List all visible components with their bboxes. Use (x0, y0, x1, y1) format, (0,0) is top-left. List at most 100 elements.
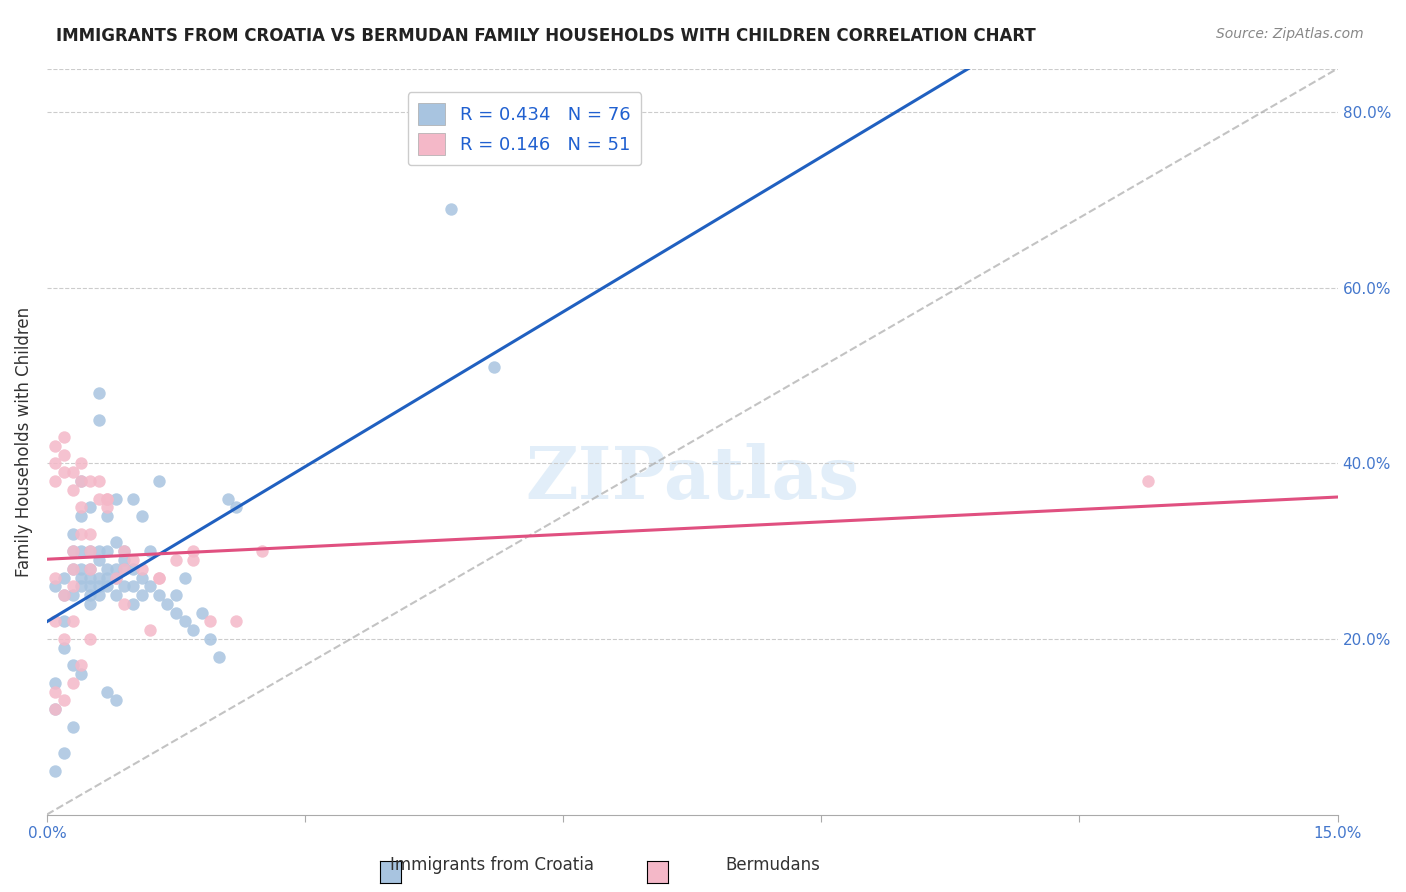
Point (44, 457, 66, 471)
Point (484, 359, 506, 374)
Point (165, 553, 187, 567)
Point (112, 562, 135, 576)
Point (191, 606, 214, 620)
Point (79, 632, 101, 646)
Point (53, 448, 76, 462)
Point (79, 597, 101, 611)
Point (79, 500, 101, 515)
Point (53, 570, 76, 584)
Point (53, 632, 76, 646)
Point (87, 553, 110, 567)
Point (200, 615, 222, 629)
Text: IMMIGRANTS FROM CROATIA VS BERMUDAN FAMILY HOUSEHOLDS WITH CHILDREN CORRELATION : IMMIGRANTS FROM CROATIA VS BERMUDAN FAMI… (56, 27, 1036, 45)
Point (96, 684, 118, 698)
Point (44, 474, 66, 488)
Legend: R = 0.434   N = 76, R = 0.146   N = 51: R = 0.434 N = 76, R = 0.146 N = 51 (408, 93, 641, 165)
Point (96, 491, 118, 506)
Point (440, 202, 463, 216)
Point (70, 526, 93, 541)
Point (44, 570, 66, 584)
Point (62, 544, 84, 558)
Point (53, 746, 76, 760)
Point (96, 509, 118, 524)
Point (79, 579, 101, 593)
Point (44, 684, 66, 698)
Point (131, 509, 153, 524)
Point (96, 579, 118, 593)
Point (1137, 474, 1160, 488)
Point (70, 570, 93, 584)
Text: Source: ZipAtlas.com: Source: ZipAtlas.com (1216, 27, 1364, 41)
Point (70, 579, 93, 593)
Point (104, 562, 127, 576)
Point (70, 658, 93, 673)
Point (70, 667, 93, 681)
Point (96, 570, 118, 584)
Point (87, 579, 110, 593)
Point (44, 439, 66, 453)
Point (139, 544, 162, 558)
Point (96, 562, 118, 576)
Point (44, 615, 66, 629)
Point (62, 676, 84, 690)
Point (87, 544, 110, 558)
Point (122, 597, 145, 611)
Point (217, 491, 239, 506)
Point (70, 474, 93, 488)
Point (181, 544, 204, 558)
Point (62, 562, 84, 576)
Point (104, 588, 127, 602)
Point (112, 544, 135, 558)
Point (173, 570, 195, 584)
Point (62, 588, 84, 602)
Point (79, 562, 101, 576)
Point (200, 632, 222, 646)
Point (148, 570, 170, 584)
Point (122, 562, 145, 576)
Point (62, 526, 84, 541)
Point (112, 597, 135, 611)
Point (96, 491, 118, 506)
Point (70, 500, 93, 515)
Point (122, 553, 145, 567)
Point (53, 588, 76, 602)
Point (87, 491, 110, 506)
Point (104, 693, 127, 707)
Point (53, 615, 76, 629)
Point (53, 588, 76, 602)
Point (53, 693, 76, 707)
Point (225, 500, 247, 515)
Point (104, 570, 127, 584)
Point (87, 474, 110, 488)
Point (79, 570, 101, 584)
Point (131, 562, 153, 576)
Point (70, 562, 93, 576)
Text: Immigrants from Croatia: Immigrants from Croatia (389, 856, 595, 874)
Point (104, 535, 127, 549)
Point (131, 570, 153, 584)
Point (87, 570, 110, 584)
Point (62, 465, 84, 479)
Point (122, 491, 145, 506)
Point (79, 474, 101, 488)
Point (62, 615, 84, 629)
Point (87, 412, 110, 426)
Point (44, 764, 66, 778)
Point (96, 500, 118, 515)
Point (79, 562, 101, 576)
Point (87, 588, 110, 602)
Point (165, 606, 187, 620)
Point (148, 588, 170, 602)
Point (62, 658, 84, 673)
Point (44, 579, 66, 593)
Point (53, 640, 76, 655)
Point (53, 430, 76, 444)
Point (148, 570, 170, 584)
Point (250, 544, 273, 558)
Point (62, 579, 84, 593)
Text: ZIPatlas: ZIPatlas (526, 443, 859, 515)
Y-axis label: Family Households with Children: Family Households with Children (15, 307, 32, 576)
Point (122, 579, 145, 593)
Point (112, 562, 135, 576)
Point (112, 544, 135, 558)
